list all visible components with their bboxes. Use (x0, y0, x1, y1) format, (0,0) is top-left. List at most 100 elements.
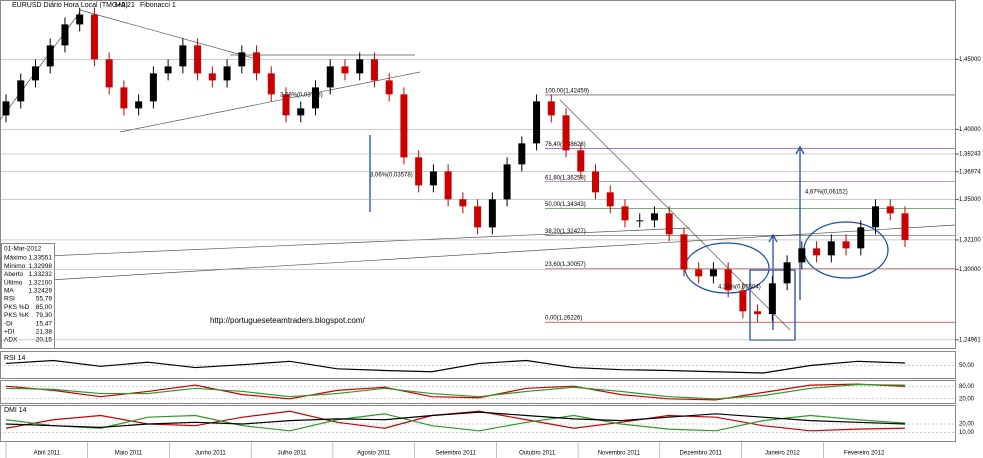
price-panel (0, 0, 956, 349)
candle-body (164, 66, 172, 74)
candle-body (31, 66, 39, 81)
candle-body (149, 73, 157, 102)
fib-label: 23,60(1,30057) (545, 262, 586, 268)
candle-body (370, 59, 378, 81)
candle-body (488, 199, 496, 228)
fib-label: 0,00(1,26226) (545, 316, 582, 322)
candle-body (385, 80, 393, 95)
candle-body (724, 269, 732, 291)
indicator-line (5, 411, 906, 429)
candle-body (813, 248, 821, 256)
indicator-line (5, 383, 906, 400)
candle-body (253, 52, 261, 74)
candle-body (444, 171, 452, 200)
info-value: 1,32100 (29, 279, 53, 286)
candle-body (311, 87, 319, 109)
info-value: 20,15 (36, 337, 53, 344)
info-key: +DI (4, 329, 14, 336)
candle-body (415, 157, 423, 186)
info-key: MA (4, 288, 14, 295)
candle-body (208, 73, 216, 81)
x-tick-label: Maio 2011 (115, 451, 143, 457)
candle-body (105, 59, 113, 88)
candle-body (267, 73, 275, 95)
candle-body (17, 80, 25, 102)
info-key: ADX (4, 337, 18, 344)
info-value: 55,79 (36, 296, 53, 303)
candle-body (842, 241, 850, 249)
candle-body (827, 241, 835, 256)
candle-body (650, 213, 658, 221)
candle-body (503, 164, 511, 200)
indicator: MA 21 (115, 2, 135, 9)
y-tick-label: 1,30000 (959, 267, 981, 273)
x-tick-label: Setembro 2011 (435, 451, 476, 457)
info-value: 85,00 (36, 304, 53, 311)
info-value: 1,33232 (29, 271, 53, 278)
y-tick-label: 1,40000 (959, 127, 981, 133)
candle-body (680, 234, 688, 270)
annotation: 4,24%(0,05504) (718, 285, 761, 291)
fib-label: 50,00(1,34343) (545, 202, 586, 208)
dmi-panel (0, 405, 956, 442)
candle-body (857, 227, 865, 249)
candle-body (2, 101, 10, 116)
x-tick-label: Junho 2011 (195, 451, 227, 457)
annotation: http://portugueseteamtraders.blogspot.co… (210, 316, 366, 325)
candle-body (120, 87, 128, 109)
candle-body (783, 262, 791, 284)
indicator-line (5, 359, 906, 374)
candle-body (238, 52, 246, 67)
fib-label: 100,00(1,42459) (545, 89, 589, 95)
info-key: Máximo (4, 255, 27, 262)
y-tick-label: 1,35000 (959, 197, 981, 203)
candle-body (562, 115, 570, 151)
candle-body (872, 206, 880, 228)
fib-label: 38,20(1,32427) (545, 229, 586, 235)
candle-body (665, 213, 673, 235)
y-tick-label: 50,00 (959, 363, 975, 369)
info-key: Último (4, 277, 23, 286)
x-tick-label: Janeiro 2012 (765, 451, 800, 457)
y-tick-label: 80,00 (959, 384, 975, 390)
candle-body (61, 24, 69, 46)
info-value: 79,30 (36, 312, 53, 319)
stoch-panel (0, 380, 956, 404)
info-key: -DI (4, 320, 13, 327)
candle-body (46, 45, 54, 67)
annotation: 3,08%(0,03723) (280, 93, 323, 99)
info-key: Mínimo (4, 263, 26, 270)
candle-body (592, 171, 600, 193)
candle-body (754, 311, 762, 315)
info-value: 1,32998 (29, 263, 53, 270)
y-tick-label: 20,00 (959, 396, 975, 402)
y-tick-label: 1,45000 (959, 57, 981, 63)
fib-label: 61,80(1,36258) (545, 175, 586, 181)
candle-body (400, 94, 408, 158)
info-value: 21,38 (36, 329, 53, 336)
x-tick-label: Julho 2011 (278, 451, 308, 457)
info-key: PKS %D (4, 304, 30, 311)
candle-body (282, 94, 290, 116)
candle-body (901, 213, 909, 240)
candle-body (135, 101, 143, 109)
chart-title: EURUSD Diário Hora Local (TMG+0) (12, 2, 128, 9)
candle-body (533, 101, 541, 144)
candle-body (636, 220, 644, 222)
candle-body (90, 14, 98, 60)
info-key: Aberto (4, 271, 24, 278)
candle-body (474, 206, 482, 228)
y-tick-label: 1,24961 (959, 337, 981, 343)
candle-body (577, 150, 585, 172)
y-tick-label: 1,36974 (959, 169, 981, 175)
x-tick-label: Fevereiro 2012 (844, 451, 885, 457)
candle-body (76, 14, 84, 25)
indicator-line (5, 413, 906, 432)
candle-body (297, 108, 305, 116)
candle-body (223, 66, 231, 81)
x-tick-label: Novembro 2011 (598, 451, 641, 457)
candle-body (459, 199, 467, 207)
panel-title: DMI 14 (4, 407, 27, 414)
